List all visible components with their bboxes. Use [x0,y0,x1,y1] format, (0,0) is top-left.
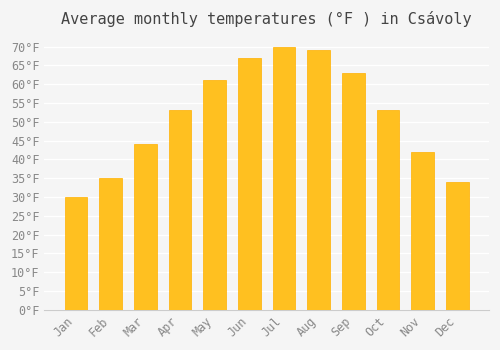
Bar [100,178,122,310]
Bar [64,197,87,310]
Bar [446,182,468,310]
Bar [168,111,192,310]
Bar [342,73,364,310]
Bar [272,47,295,310]
Bar [204,80,226,310]
Bar [377,111,400,310]
Bar [238,58,260,310]
Bar [134,144,156,310]
Title: Average monthly temperatures (°F ) in Csávoly: Average monthly temperatures (°F ) in Cs… [62,11,472,27]
Bar [412,152,434,310]
Bar [308,50,330,310]
